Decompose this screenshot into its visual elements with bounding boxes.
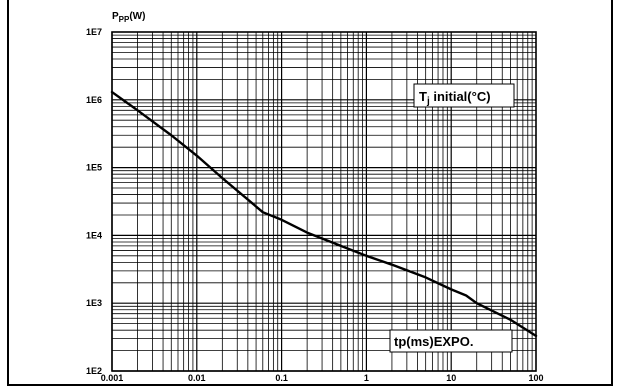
y-tick-label: 1E2	[86, 366, 102, 376]
y-tick-labels: 1E2 1E3 1E4 1E5 1E6 1E7	[86, 27, 102, 376]
series-layer	[110, 90, 538, 338]
x-tick-label: 0.1	[275, 373, 288, 383]
y-tick-label: 1E4	[86, 230, 102, 240]
plot-area-border	[111, 31, 537, 372]
y-tick-label: 1E7	[86, 27, 102, 37]
x-axis-label: tp(ms)EXPO.	[394, 334, 473, 349]
x-tick-label: 1	[364, 373, 369, 383]
y-tick-label: 1E6	[86, 95, 102, 105]
grid	[111, 32, 536, 372]
y-tick-label: 1E5	[86, 163, 102, 173]
x-tick-label: 0.01	[188, 373, 206, 383]
x-tick-label: 100	[528, 373, 543, 383]
x-tick-labels: 0.001 0.01 0.1 1 10 100	[101, 373, 544, 383]
chart-frame	[7, 0, 613, 386]
tj-initial-label: Tj initial(°C)	[419, 89, 491, 107]
series-line	[110, 90, 538, 338]
y-tick-label: 1E3	[86, 298, 102, 308]
x-tick-label: 10	[446, 373, 456, 383]
x-tick-label: 0.001	[101, 373, 124, 383]
y-axis-label: PPP(W)	[112, 11, 145, 24]
x-axis-label-box	[389, 329, 513, 353]
annotation-box	[413, 83, 515, 108]
